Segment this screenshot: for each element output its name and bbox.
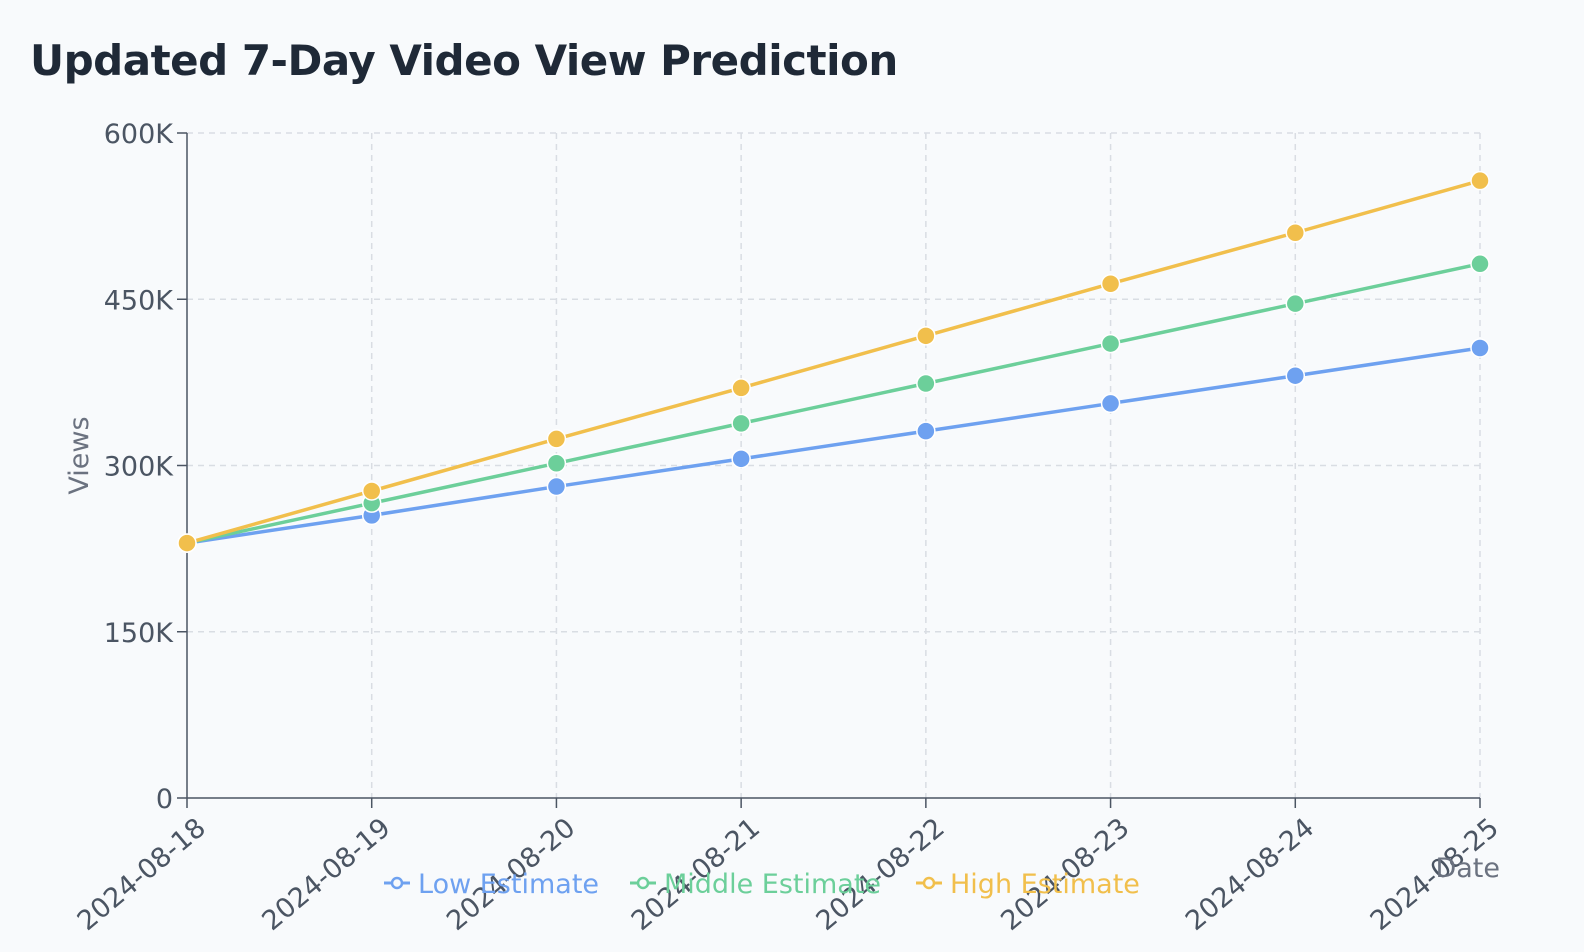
y-axis-ticks: 0 150K 300K 450K 600K [104,119,187,815]
legend-label-high-estimate: High Estimate [950,869,1140,900]
data-point-high-estimate [177,533,197,553]
data-point-middle-estimate [1100,333,1121,354]
y-axis-title: Views [64,416,95,494]
y-tick-label: 600K [104,119,175,150]
series-line-high-estimate [186,178,1481,545]
y-tick-label: 300K [104,452,175,483]
y-tick-label: 150K [104,618,175,649]
data-point-high-estimate [1100,273,1121,294]
data-point-middle-estimate [731,413,751,434]
data-point-low-estimate [1285,365,1306,386]
data-point-low-estimate [546,476,567,497]
data-point-middle-estimate [1470,254,1490,274]
data-point-high-estimate [546,429,567,449]
series-lines [177,170,1490,553]
x-tick-label: 2024-08-19 [256,812,396,937]
legend-marker-high-estimate [922,876,936,890]
series-line-low-estimate [186,346,1481,545]
data-point-high-estimate [916,326,936,346]
x-axis-ticks: 2024-08-18 2024-08-19 2024-08-20 2024-08-21… [72,798,1505,937]
data-point-middle-estimate [546,453,567,474]
series-line-middle-estimate [186,262,1481,545]
data-point-high-estimate [361,481,382,501]
legend-label-low-estimate: Low Estimate [418,869,599,900]
legend: Low Estimate Middle Estimate High Estimate [384,869,1140,900]
x-tick-label: 2024-08-18 [72,812,212,937]
data-point-high-estimate [1470,170,1490,191]
chart-title: Updated 7-Day Video View Prediction [30,36,898,85]
x-axis-title: Date [1435,853,1500,884]
data-point-middle-estimate [1285,293,1306,314]
data-point-middle-estimate [916,373,936,394]
data-point-low-estimate [1470,338,1490,358]
data-point-low-estimate [1100,393,1121,414]
data-point-high-estimate [731,378,751,398]
legend-marker-middle-estimate [636,876,650,890]
data-point-low-estimate [916,421,936,441]
data-point-high-estimate [1285,223,1306,243]
data-point-low-estimate [731,449,751,469]
legend-marker-low-estimate [390,876,404,890]
x-tick-label: 2024-08-24 [1180,812,1320,937]
y-tick-label: 0 [156,784,173,815]
y-tick-label: 450K [104,285,175,316]
legend-label-middle-estimate: Middle Estimate [664,869,881,900]
